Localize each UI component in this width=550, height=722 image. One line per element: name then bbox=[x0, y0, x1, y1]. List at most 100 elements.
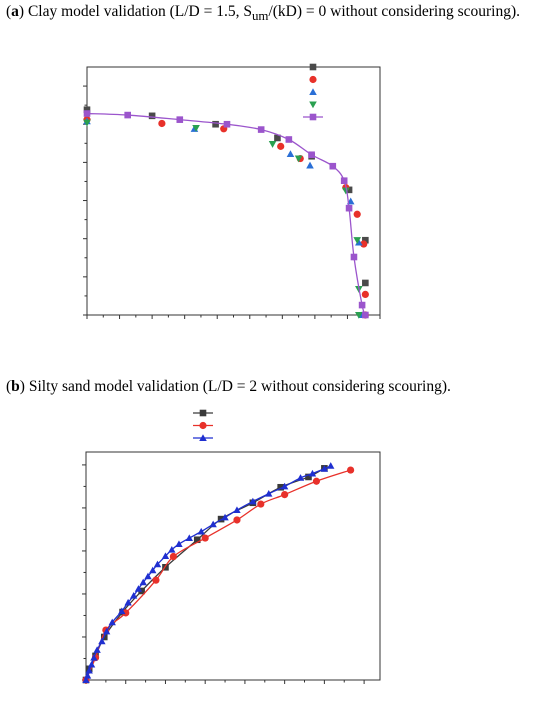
data-point bbox=[362, 279, 369, 287]
data-point bbox=[327, 462, 335, 469]
legend-marker bbox=[199, 421, 207, 430]
data-point bbox=[362, 311, 369, 319]
data-point bbox=[342, 187, 350, 195]
data-point bbox=[312, 477, 321, 485]
data-point bbox=[98, 637, 106, 645]
data-point bbox=[280, 482, 289, 490]
data-point bbox=[108, 618, 116, 626]
data-point bbox=[223, 120, 231, 128]
legend-marker bbox=[199, 434, 207, 442]
data-point bbox=[209, 520, 217, 528]
data-point bbox=[197, 527, 205, 535]
data-point bbox=[148, 112, 156, 120]
data-point bbox=[285, 136, 293, 143]
data-point bbox=[362, 236, 369, 244]
caption-b-text: ) Silty sand model validation (L/D = 2 w… bbox=[19, 378, 451, 395]
legend-marker bbox=[309, 88, 317, 96]
legend-marker bbox=[309, 101, 317, 109]
data-point bbox=[176, 116, 184, 123]
data-point bbox=[350, 253, 358, 261]
data-point bbox=[168, 545, 176, 553]
data-point bbox=[257, 126, 265, 133]
data-point bbox=[347, 466, 355, 474]
series-line bbox=[85, 465, 332, 681]
data-point bbox=[85, 666, 93, 674]
data-point bbox=[305, 473, 312, 481]
data-point bbox=[144, 572, 152, 580]
data-point bbox=[265, 490, 273, 497]
data-point bbox=[355, 238, 363, 246]
data-point bbox=[124, 111, 131, 119]
data-point bbox=[161, 552, 170, 560]
data-point bbox=[353, 210, 361, 218]
legend bbox=[303, 63, 323, 121]
data-point bbox=[83, 110, 91, 117]
legend-marker bbox=[199, 409, 207, 417]
data-point bbox=[281, 490, 289, 499]
data-point bbox=[268, 141, 277, 148]
caption-a: (a) Clay model validation (L/D = 1.5, Su… bbox=[6, 3, 520, 24]
caption-a-subscript: um bbox=[251, 8, 269, 24]
data-point bbox=[345, 204, 353, 212]
data-point bbox=[185, 534, 193, 541]
data-point bbox=[122, 609, 130, 617]
data-point bbox=[320, 465, 329, 472]
data-point bbox=[192, 125, 200, 132]
data-point bbox=[358, 301, 366, 309]
data-point bbox=[93, 646, 101, 653]
series-1 bbox=[82, 465, 328, 684]
data-point bbox=[118, 607, 126, 615]
data-point bbox=[102, 627, 111, 635]
data-point bbox=[249, 497, 257, 505]
legend bbox=[193, 409, 213, 442]
data-point bbox=[134, 585, 143, 592]
data-point bbox=[257, 500, 265, 508]
series-line bbox=[85, 467, 325, 681]
data-point bbox=[175, 540, 183, 548]
data-point bbox=[306, 161, 314, 169]
legend-marker bbox=[309, 75, 317, 84]
data-point bbox=[277, 142, 285, 150]
data-point bbox=[308, 469, 317, 477]
caption-b-letter: b bbox=[11, 378, 20, 395]
data-point bbox=[124, 598, 132, 606]
series-line bbox=[85, 469, 351, 681]
legend-marker bbox=[309, 63, 317, 71]
data-point bbox=[277, 483, 284, 491]
data-point bbox=[296, 474, 305, 481]
data-point bbox=[158, 119, 166, 128]
data-point bbox=[221, 513, 229, 521]
data-point bbox=[212, 120, 219, 128]
series-2 bbox=[82, 466, 355, 684]
data-point bbox=[193, 536, 201, 544]
data-point bbox=[355, 311, 363, 319]
data-point bbox=[345, 186, 353, 194]
data-point bbox=[169, 552, 178, 561]
data-point bbox=[360, 240, 368, 248]
data-point bbox=[129, 592, 138, 599]
series-5 bbox=[83, 110, 369, 319]
data-point bbox=[87, 660, 96, 668]
data-point bbox=[152, 576, 160, 584]
caption-a-prefix: ( bbox=[6, 3, 12, 20]
data-point bbox=[294, 155, 303, 163]
data-point bbox=[353, 237, 362, 245]
data-point bbox=[153, 560, 162, 568]
legend-marker bbox=[309, 113, 317, 121]
series-3 bbox=[82, 462, 335, 683]
data-point bbox=[83, 672, 92, 679]
data-point bbox=[361, 290, 369, 298]
data-point bbox=[139, 578, 147, 586]
data-point bbox=[83, 106, 91, 114]
data-point bbox=[82, 676, 90, 683]
data-point bbox=[233, 516, 241, 524]
data-point bbox=[233, 506, 241, 514]
data-point bbox=[286, 150, 295, 158]
data-point bbox=[340, 177, 348, 184]
data-point bbox=[90, 653, 98, 661]
plot-frame bbox=[85, 451, 381, 681]
data-point bbox=[83, 119, 91, 127]
caption-a-tail: /(kD) = 0 without considering scouring). bbox=[268, 3, 520, 20]
data-point bbox=[329, 162, 337, 170]
